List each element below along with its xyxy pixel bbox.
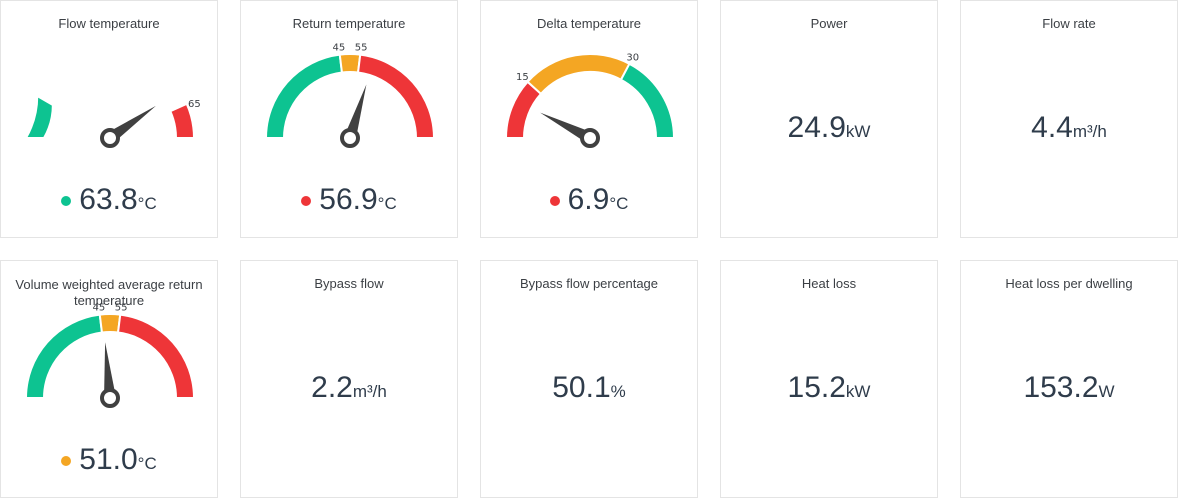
panel-title: Flow rate xyxy=(1042,16,1096,31)
value-number: 2.2 xyxy=(311,371,353,404)
stat-value: 4.4m³/h xyxy=(961,111,1177,145)
gauge-value: 51.0°C xyxy=(1,443,217,477)
return-temperature-gauge: 45 55 xyxy=(264,43,436,148)
value-number: 4.4 xyxy=(1031,111,1073,144)
stat-value: 15.2kW xyxy=(721,371,937,405)
gauge-tick-label: 45 xyxy=(93,303,106,314)
gauge-tick-label: 55 xyxy=(115,303,128,314)
gauge-tick-label: 30 xyxy=(626,53,639,64)
panel-heat-loss-per-dwelling: Heat loss per dwelling 153.2W xyxy=(960,260,1178,498)
gauge-tick-label: 15 xyxy=(516,72,529,83)
gauge-needle-hub xyxy=(340,128,360,148)
gauge-needle-hub xyxy=(100,128,120,148)
gauge-band-amber xyxy=(526,53,631,96)
status-dot xyxy=(549,195,560,206)
panel-heat-loss: Heat loss 15.2kW xyxy=(720,260,938,498)
gauge-band-amber xyxy=(98,313,122,334)
value-number: 15.2 xyxy=(787,371,846,404)
panel-title: Delta temperature xyxy=(536,16,642,31)
status-dot xyxy=(61,455,72,466)
panel-title: Return temperature xyxy=(292,16,406,31)
gauge-band-green xyxy=(264,53,344,139)
panel-flow-rate: Flow rate 4.4m³/h xyxy=(960,0,1178,238)
panel-delta-temperature: Delta temperature 15 30 6.9°C xyxy=(480,0,698,238)
value-number: 24.9 xyxy=(787,111,846,144)
stat-value: 153.2W xyxy=(961,371,1177,405)
gauge-needle xyxy=(540,112,593,144)
gauge-tick-label: 65 xyxy=(188,99,201,110)
value-number: 6.9 xyxy=(567,183,610,216)
value-unit: kW xyxy=(845,382,871,401)
gauge-band-red xyxy=(168,102,196,139)
panel-power: Power 24.9kW xyxy=(720,0,938,238)
value-number: 56.9 xyxy=(319,183,378,216)
stat-value: 2.2m³/h xyxy=(241,371,457,405)
panel-title: Bypass flow xyxy=(314,276,384,291)
flow-temperature-gauge: 65 xyxy=(24,94,201,148)
value-unit: °C xyxy=(137,194,157,213)
value-unit: % xyxy=(610,382,626,401)
gauge-tick-label: 55 xyxy=(355,43,368,54)
value-number: 153.2 xyxy=(1023,371,1099,404)
gauge-band-red xyxy=(116,313,196,399)
panel-title: Flow temperature xyxy=(58,16,160,31)
gauge-needle-hub xyxy=(100,388,120,408)
gauge-tick-label: 45 xyxy=(333,43,346,54)
panel-bypass-flow-percentage: Bypass flow percentage 50.1% xyxy=(480,260,698,498)
gauge-band-amber xyxy=(338,53,362,74)
gauge-needle-hub xyxy=(580,128,600,148)
panel-flow-temperature: Flow temperature 65 63.8°C xyxy=(0,0,218,238)
panel-title: Power xyxy=(810,16,848,31)
gauge-needle xyxy=(104,342,116,399)
stat-value: 24.9kW xyxy=(721,111,937,145)
value-unit: m³/h xyxy=(1072,122,1107,141)
gauge-value: 6.9°C xyxy=(481,183,697,217)
gauge-value: 63.8°C xyxy=(1,183,217,217)
value-number: 63.8 xyxy=(79,183,138,216)
value-unit: m³/h xyxy=(352,382,387,401)
gauge-band-green xyxy=(24,313,104,399)
value-unit: kW xyxy=(845,122,871,141)
volume-weighted-return-temperature-gauge: 45 55 xyxy=(24,303,196,408)
panel-bypass-flow: Bypass flow 2.2m³/h xyxy=(240,260,458,498)
value-number: 50.1 xyxy=(552,371,611,404)
value-unit: °C xyxy=(137,454,157,473)
gauge-band-green xyxy=(619,62,676,139)
panel-volume-weighted-return-temperature: Volume weighted average return temperatu… xyxy=(0,260,218,498)
panel-title: Heat loss per dwelling xyxy=(1005,276,1133,291)
gauge-band-green xyxy=(24,94,54,139)
value-unit: °C xyxy=(377,194,397,213)
value-unit: °C xyxy=(609,194,629,213)
panel-return-temperature: Return temperature 45 55 56.9°C xyxy=(240,0,458,238)
stat-value: 50.1% xyxy=(481,371,697,405)
panel-title: Bypass flow percentage xyxy=(519,276,659,291)
panel-title: Heat loss xyxy=(801,276,857,291)
gauge-value: 56.9°C xyxy=(241,183,457,217)
value-unit: W xyxy=(1098,382,1115,401)
status-dot xyxy=(61,195,72,206)
panel-title: Volume weighted average return temperatu… xyxy=(15,277,203,308)
gauge-band-red xyxy=(356,53,436,139)
gauge-needle xyxy=(344,84,367,140)
status-dot xyxy=(301,195,312,206)
value-number: 51.0 xyxy=(79,443,138,476)
